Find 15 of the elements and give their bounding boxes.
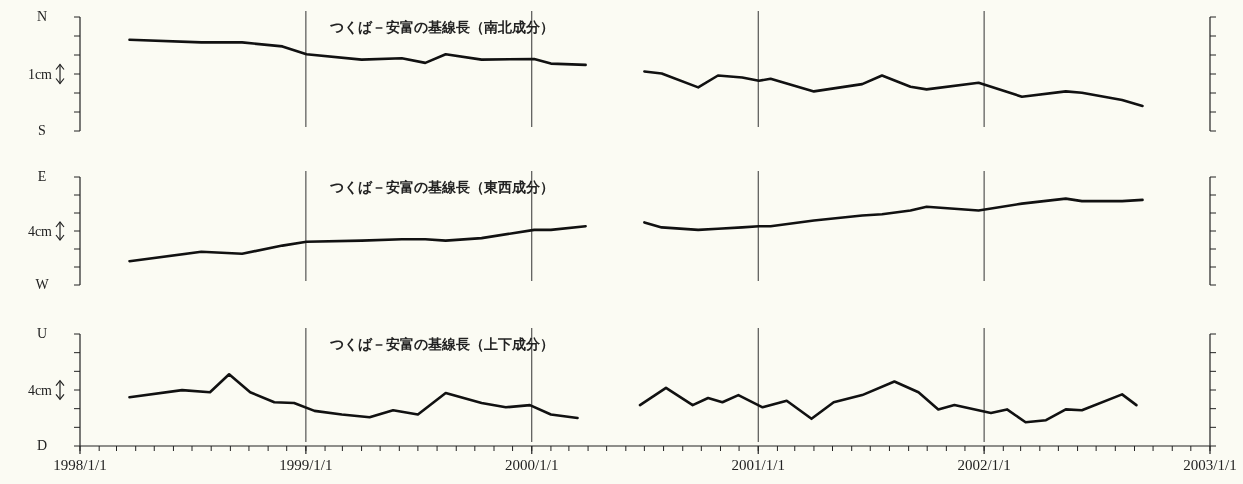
text: U <box>36 326 48 341</box>
x-tick-label: 2000/1/1 <box>505 457 559 473</box>
text: 1cm <box>27 67 53 82</box>
text: W <box>35 277 50 292</box>
x-tick-label: 2002/1/1 <box>957 457 1011 473</box>
x-tick-label: 1998/1/1 <box>53 457 107 473</box>
x-tick-label: 1999/1/1 <box>279 457 333 473</box>
text: N <box>36 9 48 24</box>
text: D <box>36 438 48 453</box>
x-tick-label: 2003/1/1 <box>1183 457 1237 473</box>
text: E <box>37 169 47 184</box>
text: 4cm <box>27 383 53 398</box>
text: 4cm <box>27 224 53 239</box>
text: S <box>38 123 46 138</box>
x-tick-label: 2001/1/1 <box>731 457 785 473</box>
